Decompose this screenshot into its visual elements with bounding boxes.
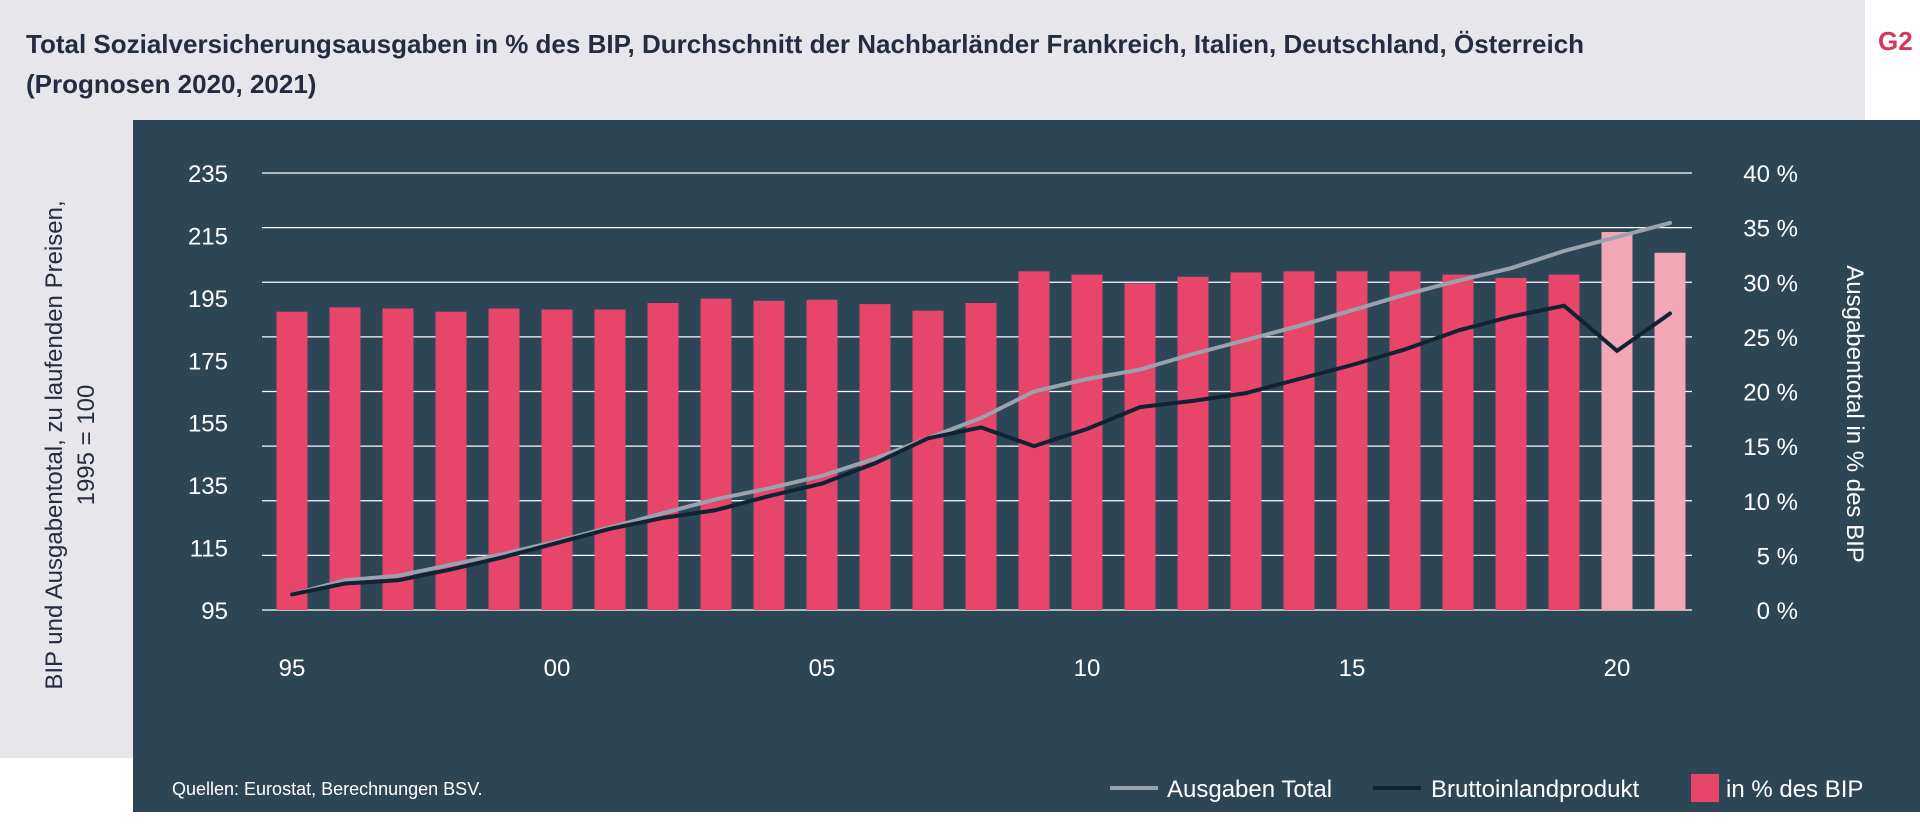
- bar-2016: [1389, 271, 1421, 610]
- legend-bar-label: in % des BIP: [1726, 776, 1863, 803]
- right-tick-label: 30 %: [1743, 270, 1798, 297]
- x-tick-label: 00: [544, 655, 571, 682]
- right-tick-label: 20 %: [1743, 380, 1798, 407]
- left-tick-label: 195: [188, 286, 228, 313]
- bar-series: [276, 231, 1686, 610]
- chart-subtitle: (Prognosen 2020, 2021): [26, 69, 317, 99]
- ausgaben-total-line: [290, 220, 1672, 597]
- chart-title: Total Sozialversicherungsausgaben in % d…: [26, 24, 1806, 104]
- left-axis-ticks: 95 115 135 155 175 195 215 235: [188, 161, 228, 625]
- bar-2003: [700, 298, 732, 610]
- bar-1998: [435, 311, 467, 610]
- bar-2012: [1177, 276, 1209, 610]
- bar-2002: [647, 303, 679, 610]
- right-tick-label: 35 %: [1743, 216, 1798, 243]
- legend-bip-label: Bruttoinlandprodukt: [1431, 776, 1639, 803]
- bar-1997: [382, 308, 414, 610]
- bar-2017: [1442, 274, 1474, 610]
- bar-2020: [1601, 231, 1633, 610]
- right-tick-label: 40 %: [1743, 161, 1798, 188]
- left-tick-label: 115: [190, 536, 228, 563]
- source-note: Quellen: Eurostat, Berechnungen BSV.: [172, 779, 483, 799]
- bar-2004: [753, 300, 785, 610]
- bar-1999: [488, 308, 520, 610]
- bar-2019: [1548, 274, 1580, 610]
- x-tick-label: 95: [279, 655, 306, 682]
- bar-2001: [594, 309, 626, 610]
- bar-2015: [1336, 271, 1368, 610]
- x-axis-ticks: 95 00 05 10 15 20: [279, 655, 1631, 682]
- left-tick-label: 95: [201, 598, 228, 625]
- figure-tag: G2: [1878, 26, 1913, 56]
- right-tick-label: 10 %: [1743, 489, 1798, 516]
- bar-2005: [806, 299, 838, 610]
- legend-ausgaben-label: Ausgaben Total: [1167, 776, 1332, 803]
- bar-2018: [1495, 277, 1527, 610]
- left-tick-label: 155: [188, 411, 228, 438]
- left-tick-label: 175: [188, 348, 228, 375]
- x-tick-label: 05: [809, 655, 836, 682]
- bar-2008: [965, 303, 997, 610]
- x-tick-label: 20: [1604, 655, 1631, 682]
- bar-1995: [276, 311, 308, 610]
- x-tick-label: 10: [1074, 655, 1101, 682]
- left-tick-label: 135: [188, 473, 228, 500]
- bar-2000: [541, 309, 573, 610]
- bar-2013: [1230, 272, 1262, 610]
- bar-2010: [1071, 274, 1103, 610]
- bar-2011: [1124, 283, 1156, 610]
- bar-2007: [912, 310, 944, 610]
- x-tick-label: 15: [1339, 655, 1366, 682]
- right-tick-label: 5 %: [1757, 543, 1798, 570]
- right-tick-label: 15 %: [1743, 434, 1798, 461]
- legend: Ausgaben Total Bruttoinlandprodukt in % de…: [1110, 774, 1863, 803]
- legend-bar-swatch: [1691, 774, 1719, 802]
- bar-2021: [1654, 252, 1686, 610]
- right-tick-label: 0 %: [1757, 598, 1798, 625]
- left-tick-label: 215: [188, 223, 228, 250]
- line-series: [290, 220, 1672, 597]
- chart-title-line-1: Total Sozialversicherungsausgaben in % d…: [26, 29, 1585, 59]
- bip-line: [290, 303, 1672, 597]
- bar-1996: [329, 307, 361, 610]
- right-tick-label: 25 %: [1743, 325, 1798, 352]
- left-tick-label: 235: [188, 161, 228, 188]
- right-axis-ticks: 0 % 5 % 10 % 15 % 20 % 25 % 30 % 35 % 40 %: [1743, 161, 1798, 625]
